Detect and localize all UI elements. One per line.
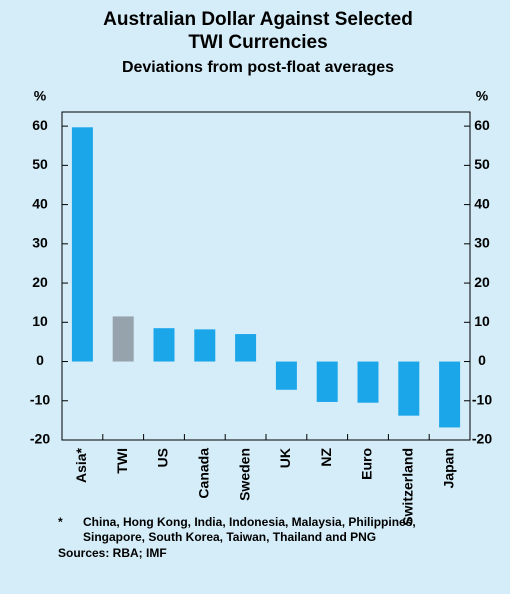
y2-tick-label: 20 <box>474 274 490 290</box>
chart-title: TWI Currencies <box>188 32 327 53</box>
bar <box>316 361 338 402</box>
y2-axis-label: % <box>476 88 489 104</box>
y2-tick-label: 0 <box>478 352 486 368</box>
y-tick-label: 60 <box>32 117 48 133</box>
x-tick-label: TWI <box>114 448 130 474</box>
y-tick-label: -20 <box>30 431 50 447</box>
bar <box>71 127 93 362</box>
x-tick-label: Canada <box>196 448 212 499</box>
x-tick-label: Sweden <box>236 448 252 501</box>
bar <box>275 361 297 390</box>
bar <box>398 361 420 416</box>
footnote: China, Hong Kong, India, Indonesia, Mala… <box>83 515 416 529</box>
bar <box>357 361 379 403</box>
x-tick-label: US <box>155 448 171 467</box>
bar <box>194 329 216 362</box>
y-tick-label: 10 <box>32 313 48 329</box>
y2-tick-label: 60 <box>474 117 490 133</box>
y2-tick-label: 40 <box>474 195 490 211</box>
y-tick-label: 30 <box>32 235 48 251</box>
y-tick-label: 20 <box>32 274 48 290</box>
y-tick-label: 0 <box>36 352 44 368</box>
x-tick-label: Asia* <box>73 447 89 483</box>
x-tick-label: NZ <box>318 448 334 467</box>
y-tick-label: -10 <box>30 391 50 407</box>
chart-title: Australian Dollar Against Selected <box>103 9 413 30</box>
y-axis-label: % <box>34 88 47 104</box>
source: Sources: RBA; IMF <box>58 546 167 560</box>
x-tick-label: Switzerland <box>400 448 416 526</box>
y2-tick-label: 50 <box>474 156 490 172</box>
x-tick-label: Japan <box>440 448 456 488</box>
y2-tick-label: 30 <box>474 235 490 251</box>
y-tick-label: 50 <box>32 156 48 172</box>
bar <box>153 328 175 362</box>
footnote: Singapore, South Korea, Taiwan, Thailand… <box>83 530 376 544</box>
footnote-marker: * <box>58 515 63 529</box>
bar <box>235 334 257 362</box>
y2-tick-label: 10 <box>474 313 490 329</box>
bar <box>112 316 134 362</box>
y2-tick-label: -10 <box>472 391 492 407</box>
y2-tick-label: -20 <box>472 431 492 447</box>
x-tick-label: UK <box>277 448 293 468</box>
chart-subtitle: Deviations from post-float averages <box>122 59 394 76</box>
y-tick-label: 40 <box>32 195 48 211</box>
bar <box>439 361 461 428</box>
x-tick-label: Euro <box>359 448 375 480</box>
